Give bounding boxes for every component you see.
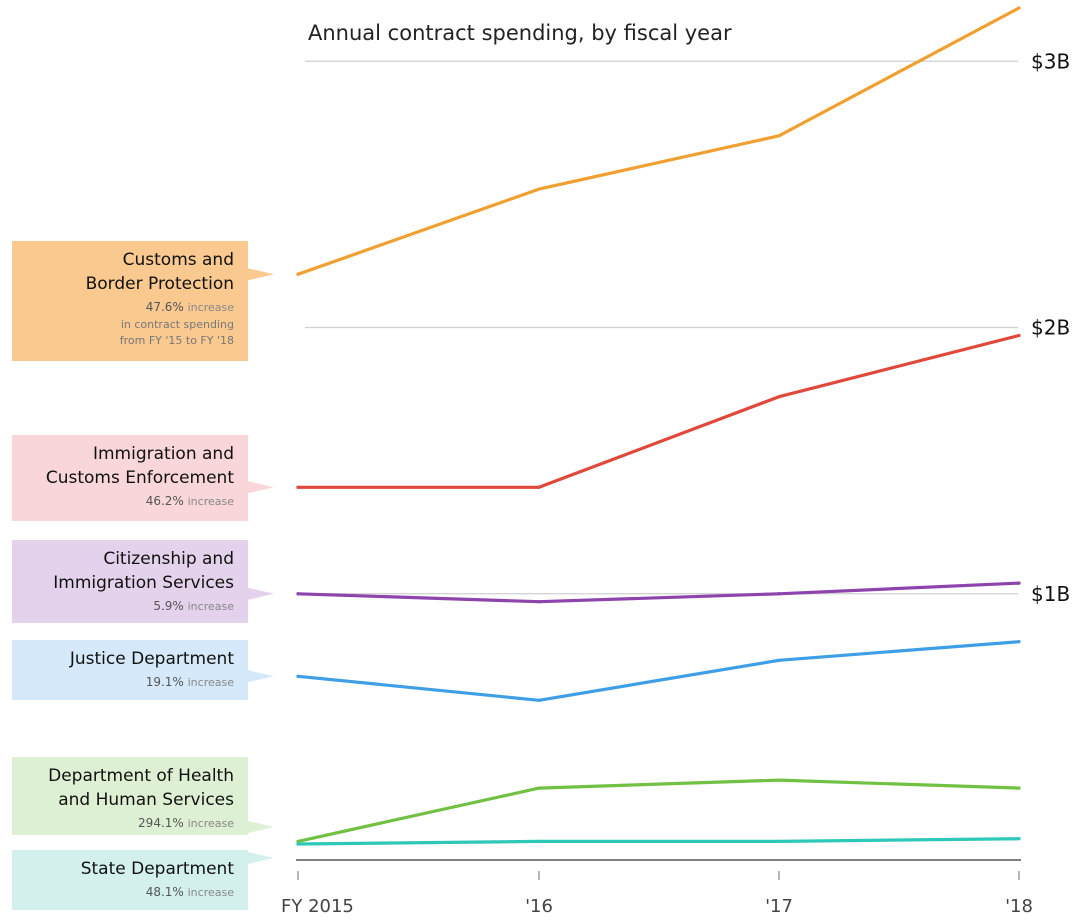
series-name: and Human Services [58,790,234,810]
chart-title: Annual contract spending, by fiscal year [308,21,732,45]
data-point [1017,640,1021,644]
series-name: Customs and [123,250,234,270]
series-note: in contract spending [121,318,234,331]
percent-word: increase [188,495,235,508]
percent-word: increase [188,600,235,613]
label-card-pointer [248,587,274,600]
data-point [1017,6,1021,10]
data-point [537,698,541,702]
percent-word: increase [188,676,235,689]
data-point [296,674,300,678]
data-point [1017,333,1021,338]
series-line-2 [296,581,1021,604]
series-lines [296,6,1021,846]
data-point [296,839,300,843]
label-card-bg [12,540,248,623]
data-point [777,395,781,399]
series-name: Border Protection [86,274,234,294]
series-label-card: Justice Department 19.1% increase [12,640,274,700]
series-line-1 [296,333,1021,489]
data-point [537,485,541,489]
label-card-bg [12,640,248,700]
series-note: from FY '15 to FY '18 [120,334,234,347]
series-line-4 [296,778,1021,844]
series-line-0 [296,6,1021,276]
data-point [777,778,781,782]
series-line-5 [296,837,1021,846]
series-label-card: Immigration and Customs Enforcement 46.2% … [12,435,274,521]
y-tick-label: $2B [1031,316,1070,340]
series-name: Immigration Services [53,573,234,593]
label-card-pointer [248,481,274,494]
label-card-pointer [248,852,274,864]
data-point [1017,786,1021,790]
data-point [296,485,300,489]
series-name: Immigration and [93,444,234,464]
data-point [296,272,300,276]
label-card-pointer [248,268,274,281]
series-name: Citizenship and [103,549,234,569]
data-point [777,658,781,662]
series-name: Justice Department [69,649,234,669]
series-name: Department of Health [48,766,234,786]
series-line-3 [296,640,1021,702]
gridlines [305,60,1018,595]
percent-change: 48.1% increase [146,885,235,899]
y-tick-label: $1B [1031,582,1070,606]
data-point [537,187,541,191]
series-label-card: Department of Health and Human Services 29… [12,757,274,835]
label-card-bg [12,241,248,361]
data-point [537,600,541,604]
data-point [296,592,300,596]
data-point [1017,837,1021,841]
percent-change: 294.1% increase [138,816,234,830]
percent-word: increase [188,886,235,899]
percent-value: 47.6% [146,300,188,314]
y-tick-label: $3B [1031,49,1070,73]
series-label-card: Customs and Border Protection 47.6% increa… [12,241,274,361]
series-labels: Customs and Border Protection 47.6% increa… [12,241,274,910]
series-name: State Department [81,859,235,879]
series-label-card: Citizenship and Immigration Services 5.9% … [12,540,274,623]
label-card-bg [12,850,248,910]
percent-word: increase [188,301,235,314]
percent-value: 5.9% [153,599,187,613]
data-point [296,842,300,846]
percent-value: 46.2% [146,494,188,508]
percent-word: increase [188,817,235,830]
tick-labels: $1B $2B $3B FY 2015 '16 '17 '18 [281,49,1070,917]
data-point [537,786,541,790]
percent-change: 5.9% increase [153,599,234,613]
x-tick-label: FY 2015 [281,896,354,917]
x-tick-label: '18 [1005,896,1033,917]
percent-value: 19.1% [146,675,188,689]
percent-change: 47.6% increase [146,300,235,314]
data-point [777,134,781,138]
percent-value: 48.1% [146,885,188,899]
label-card-pointer [248,821,274,833]
percent-change: 46.2% increase [146,494,235,508]
x-axis [296,859,1021,880]
data-point [1017,581,1021,585]
series-label-card: State Department 48.1% increase [12,850,274,910]
label-card-bg [12,757,248,835]
percent-change: 19.1% increase [146,675,235,689]
percent-value: 294.1% [138,816,188,830]
x-tick-label: '17 [765,896,793,917]
data-point [777,839,781,843]
x-tick-label: '16 [525,896,553,917]
data-point [777,592,781,596]
label-card-bg [12,435,248,521]
label-card-pointer [248,670,274,683]
series-name: Customs Enforcement [46,468,235,488]
data-point [537,839,541,843]
